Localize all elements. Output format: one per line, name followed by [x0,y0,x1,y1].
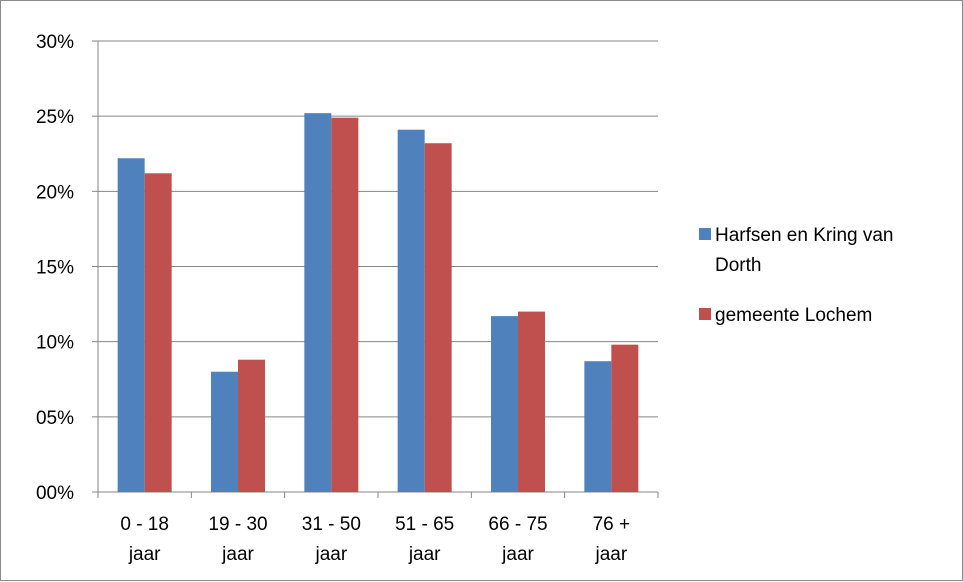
legend-label: Dorth [715,255,761,276]
y-tick-label: 20% [36,182,74,203]
bar-harfsen [584,361,612,492]
y-tick-label: 30% [36,32,74,53]
legend-label: Harfsen en Kring van [715,225,894,246]
x-tick-label: 0 - 18 [120,514,169,535]
x-tick-label: 66 - 75 [488,514,547,535]
y-tick-label: 25% [36,107,74,128]
bar-harfsen [491,316,518,492]
x-tick-label: 19 - 30 [208,514,267,535]
y-tick-label: 15% [36,258,74,279]
bar-lochem [238,359,265,492]
x-tick-label: jaar [221,544,254,565]
x-tick-label: jaar [408,544,441,565]
x-tick-label: jaar [314,544,347,565]
legend-swatch-harfsen [699,228,711,240]
x-tick-label: 76 + [593,514,631,535]
x-tick-label: 51 - 65 [395,514,454,535]
bar-harfsen [117,158,145,492]
bar-harfsen [211,371,238,492]
bar-lochem [331,117,359,493]
x-tick-label: jaar [594,544,627,565]
bar-harfsen [397,129,425,493]
bar-lochem [144,173,172,492]
legend-swatch-lochem [699,308,711,320]
y-tick-label: 10% [36,333,74,354]
x-tick-label: jaar [128,544,161,565]
bar-lochem [518,311,545,492]
bar-lochem [611,344,639,492]
y-tick-label: 05% [36,408,74,429]
y-tick-label: 00% [36,483,74,504]
bar-lochem [424,143,452,492]
legend-label: gemeente Lochem [715,305,872,326]
x-tick-label: jaar [501,544,534,565]
bar-harfsen [304,113,332,492]
x-tick-label: 31 - 50 [302,514,361,535]
